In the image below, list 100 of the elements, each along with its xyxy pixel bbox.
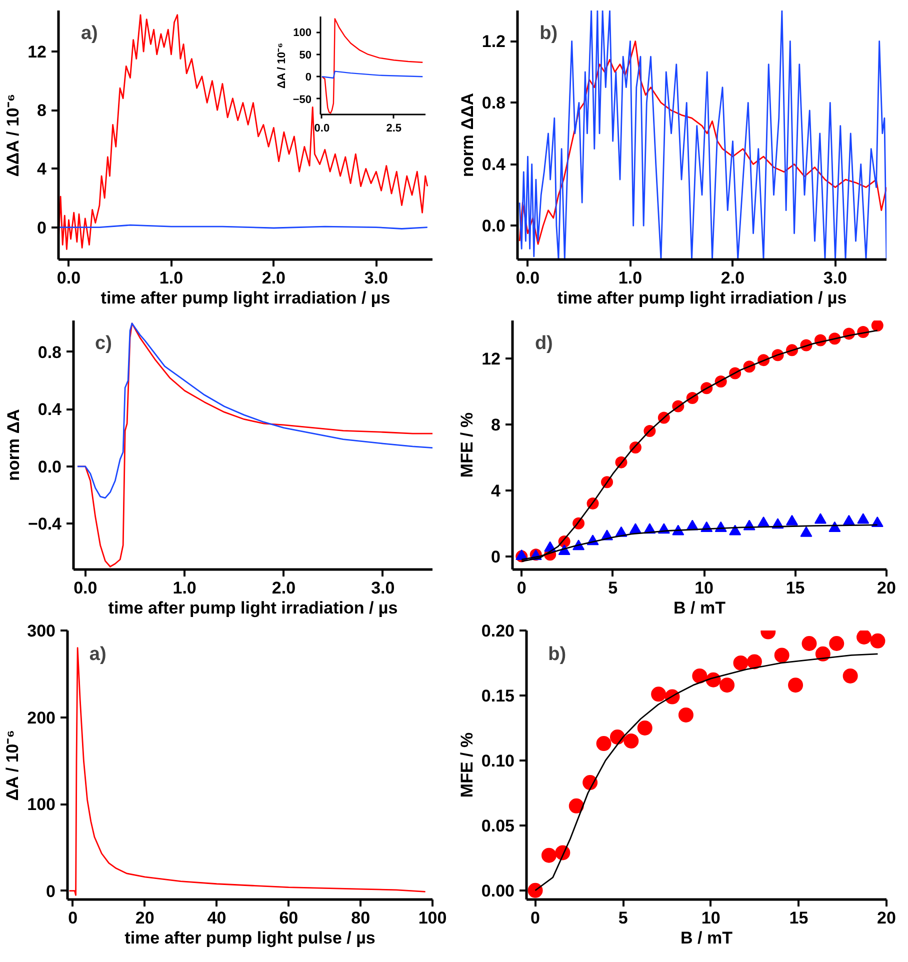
x-tick-label: 100 [418, 908, 447, 928]
annotation: c) [95, 332, 112, 354]
x-tick-label: 40 [207, 908, 226, 928]
x-tick-label: 3.0 [823, 268, 848, 288]
point [596, 736, 612, 752]
x-tick-label: 0.0 [56, 268, 81, 288]
point [802, 636, 817, 651]
y-tick-label: 100 [293, 27, 312, 40]
y-axis-title: norm ΔA [4, 409, 23, 481]
point [786, 514, 798, 526]
y-tick-label: 12 [28, 42, 47, 62]
y-tick-label: 0.4 [482, 155, 506, 174]
y-tick-label: 0.0 [38, 457, 62, 476]
y-tick-label: 4 [37, 160, 48, 179]
line-series [58, 14, 428, 250]
annotation: d) [534, 332, 553, 354]
y-tick-label: 0 [305, 72, 312, 84]
x-tick-label: 80 [351, 908, 370, 928]
x-tick-label: 2.0 [272, 578, 296, 598]
y-tick-label: −0.4 [28, 514, 62, 534]
y-tick-label: 100 [27, 795, 56, 814]
x-tick-label: 1.0 [172, 578, 196, 598]
point [610, 730, 625, 745]
y-tick-label: 0.0 [482, 216, 506, 236]
x-tick-label: 60 [279, 908, 298, 928]
x-tick-label: 15 [789, 908, 808, 928]
y-tick-label: 8 [37, 101, 47, 120]
point [528, 882, 543, 898]
y-tick-label: 0 [46, 882, 56, 901]
annotation: a) [80, 22, 98, 44]
x-tick-label: 2.0 [720, 268, 745, 288]
y-tick-label: 0.00 [481, 881, 515, 900]
x-tick-label: 5 [608, 578, 618, 598]
x-tick-label: 3.0 [364, 268, 388, 288]
y-tick-label: −50 [292, 94, 312, 106]
y-tick-label: 1.2 [482, 32, 506, 52]
y-tick-label: 50 [299, 49, 312, 62]
x-tick-label: 1.0 [618, 268, 642, 288]
y-tick-label: 0.8 [38, 342, 62, 362]
point [678, 707, 694, 722]
x-axis-title: time after pump light irradiation / µs [557, 288, 847, 308]
y-axis-title: ΔΔA / 10⁻⁶ [4, 94, 23, 177]
point [871, 516, 884, 528]
x-tick-label: 15 [786, 578, 805, 598]
y-tick-label: 0 [37, 218, 47, 238]
point [829, 636, 844, 651]
x-tick-label: 20 [877, 578, 896, 598]
point [774, 648, 790, 663]
x-tick-label: 0 [68, 908, 78, 928]
line-series [321, 70, 424, 79]
point [541, 848, 556, 863]
x-axis-title: B / mT [674, 598, 726, 618]
point [842, 668, 858, 684]
y-tick-label: 0.4 [38, 400, 62, 420]
y-tick-label: 0.8 [482, 94, 506, 113]
x-tick-label: 1.0 [159, 268, 184, 288]
x-tick-label: 20 [877, 908, 896, 928]
x-tick-label: 0.0 [516, 268, 540, 288]
x-tick-label: 20 [135, 908, 154, 928]
y-tick-label: 300 [27, 622, 56, 640]
point [857, 513, 870, 524]
x-tick-label: 0.0 [74, 578, 98, 598]
y-axis-title: ΔA / 10⁻⁶ [276, 42, 288, 89]
point [568, 798, 584, 814]
y-axis-title: norm ΔΔA [458, 93, 477, 177]
point [815, 646, 830, 662]
annotation: b) [540, 22, 558, 44]
point [814, 513, 826, 524]
y-tick-label: 0 [491, 547, 501, 566]
x-tick-label: 2.0 [262, 268, 286, 288]
x-tick-label: 0 [530, 908, 540, 928]
x-axis-title: time after pump light irradiation / µs [100, 288, 390, 308]
y-tick-label: 200 [27, 708, 56, 728]
x-tick-label: 2.5 [386, 122, 402, 134]
point [624, 733, 639, 748]
y-tick-label: 0.20 [481, 622, 515, 640]
x-tick-label: 10 [701, 908, 720, 928]
point [692, 668, 708, 684]
point [800, 526, 812, 537]
y-tick-label: 8 [491, 415, 501, 434]
y-axis-title: MFE / % [457, 732, 476, 798]
point [733, 656, 748, 670]
y-tick-label: 0.15 [481, 686, 515, 706]
annotation: b) [548, 644, 566, 665]
point [788, 678, 804, 693]
y-tick-label: 0.05 [481, 816, 515, 836]
annotation: a) [89, 644, 106, 665]
y-tick-label: 0.10 [481, 751, 515, 770]
y-tick-label: 4 [491, 481, 502, 500]
point [746, 654, 762, 670]
point [637, 720, 652, 736]
y-axis-title: MFE / % [458, 412, 477, 478]
line-series [321, 18, 424, 114]
point [856, 630, 872, 644]
point [871, 320, 884, 332]
y-tick-label: 12 [482, 349, 501, 368]
y-axis-title: ΔA / 10⁻⁶ [3, 730, 22, 801]
point [651, 686, 666, 702]
x-tick-label: 0 [516, 578, 526, 598]
line-series [518, 10, 886, 260]
